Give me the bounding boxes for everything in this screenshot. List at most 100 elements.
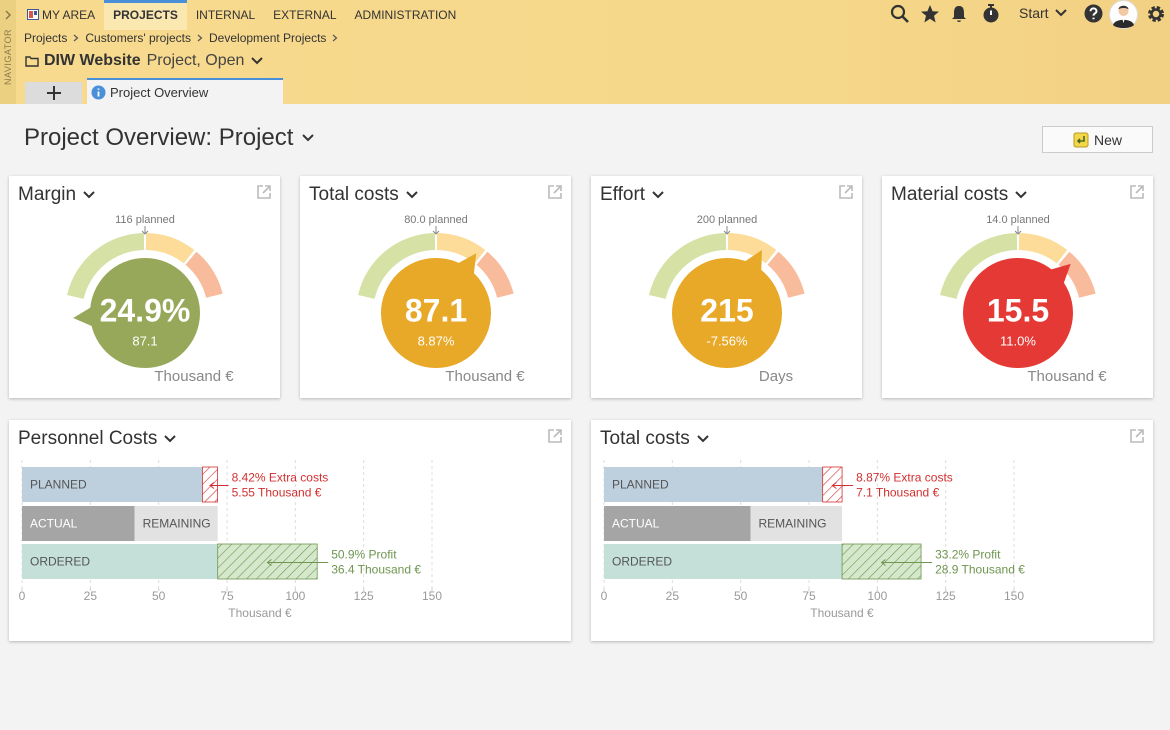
page-title[interactable]: Project Overview: Project (24, 124, 315, 152)
card-title-chevron-path (84, 192, 94, 197)
bar-label: PLANNED (612, 478, 669, 492)
page-title-chevron[interactable] (301, 133, 315, 143)
bar-label: PLANNED (30, 478, 87, 492)
bar-note: 36.4 Thousand € (331, 563, 421, 577)
new-button[interactable]: New (1042, 126, 1153, 153)
gauge-value: 215 (700, 292, 753, 328)
x-tick-label: 125 (354, 589, 374, 603)
breadcrumb[interactable]: Development Projects (209, 31, 326, 45)
card-title-text: Total costs (309, 184, 399, 206)
plus-icon[interactable] (46, 85, 62, 101)
x-tick-label: 100 (867, 589, 887, 603)
gauge-card: 14.0 planned15.511.0%Thousand €Material … (882, 176, 1153, 398)
card-title-chevron-path (653, 192, 663, 197)
open-external-icon[interactable] (547, 428, 563, 444)
new-button-label[interactable]: New (1094, 132, 1122, 148)
card-title[interactable]: Total costs (600, 428, 710, 450)
gauge-value: 87.1 (405, 292, 467, 328)
bar-segment (202, 467, 217, 502)
card-title-chevron[interactable] (163, 434, 177, 444)
card-title[interactable]: Total costs (309, 184, 419, 206)
menu-item[interactable]: INTERNAL (187, 0, 264, 30)
new-icon (1073, 132, 1089, 148)
open-external-icon-path (549, 430, 561, 442)
x-tick-label: 100 (285, 589, 305, 603)
chart-card: 0255075100125150Thousand €PLANNED8.42% E… (9, 420, 571, 641)
favorites-icon[interactable] (920, 4, 940, 24)
open-external-icon[interactable] (1129, 428, 1145, 444)
breadcrumb[interactable]: Projects (24, 31, 67, 45)
open-external-icon[interactable] (547, 184, 563, 200)
x-tick-label: 75 (220, 589, 234, 603)
timer-icon[interactable] (981, 3, 1001, 24)
notifications-icon[interactable] (950, 4, 968, 24)
status-chevron[interactable] (250, 56, 264, 66)
breadcrumb[interactable]: Customers' projects (85, 31, 191, 45)
menu-item-label[interactable]: PROJECTS (113, 8, 178, 22)
breadcrumb-separator (332, 34, 338, 42)
chart-card: 0255075100125150Thousand €PLANNED8.87% E… (591, 420, 1153, 641)
gauge-planned-marker (1015, 226, 1021, 234)
card-title[interactable]: Effort (600, 184, 665, 206)
card-title[interactable]: Personnel Costs (18, 428, 177, 450)
gauge-unit: Thousand € (445, 368, 525, 385)
gauge: 80.0 planned87.18.87%Thousand € (300, 176, 571, 398)
navigator-label: NAVIGATOR (3, 19, 13, 95)
help-icon[interactable] (1084, 4, 1103, 23)
navigator-strip[interactable]: NAVIGATOR (0, 0, 16, 104)
avatar[interactable] (1109, 0, 1138, 29)
breadcrumb-separator-path (333, 35, 337, 41)
bar-note: 5.55 Thousand € (232, 486, 322, 500)
menu-item-label[interactable]: MY AREA (42, 8, 95, 22)
x-tick-label: 150 (422, 589, 442, 603)
card-title[interactable]: Margin (18, 184, 96, 206)
search-icon-lens (892, 6, 904, 18)
card-title-chevron-path (698, 436, 708, 441)
start-menu[interactable]: Start (1019, 5, 1068, 21)
search-icon[interactable] (890, 4, 910, 24)
menu-item[interactable]: MY AREA (18, 0, 104, 30)
start-chevron[interactable] (1054, 8, 1068, 18)
gauge-card: 116 planned24.9%87.1Thousand €Margin (9, 176, 280, 398)
bar-note: 7.1 Thousand € (856, 486, 940, 500)
x-tick-label: 25 (84, 589, 98, 603)
open-external-icon[interactable] (256, 184, 272, 200)
add-tab[interactable] (25, 82, 82, 104)
note-leader (832, 483, 853, 489)
chart-title: Total costs (600, 428, 690, 450)
gauge-value: 15.5 (987, 292, 1049, 328)
open-external-icon[interactable] (1129, 184, 1145, 200)
card-title-text: Material costs (891, 184, 1008, 206)
bar-note: 8.42% Extra costs (232, 471, 329, 485)
project-status[interactable]: Project, Open (147, 52, 245, 70)
start-label[interactable]: Start (1019, 5, 1049, 21)
open-external-icon[interactable] (838, 184, 854, 200)
bar-segment (823, 467, 842, 502)
open-external-icon-path (1131, 186, 1143, 198)
page-title-text: Project Overview: Project (24, 124, 293, 152)
gauge-planned-marker (433, 226, 439, 234)
card-title-chevron[interactable] (82, 190, 96, 200)
my-area-icon-part (29, 11, 33, 18)
menu-item-label[interactable]: INTERNAL (196, 8, 255, 22)
menu-item-label[interactable]: EXTERNAL (273, 8, 336, 22)
card-title-chevron[interactable] (1014, 190, 1028, 200)
settings-icon[interactable] (1146, 4, 1166, 24)
tab-label[interactable]: Project Overview (110, 85, 208, 100)
info-icon (91, 85, 106, 100)
card-title-text: Margin (18, 184, 76, 206)
card-title-chevron-path (407, 192, 417, 197)
card-title-chevron[interactable] (405, 190, 419, 200)
card-title-chevron[interactable] (651, 190, 665, 200)
menu-item[interactable]: EXTERNAL (264, 0, 345, 30)
card-title[interactable]: Material costs (891, 184, 1028, 206)
menu-item[interactable]: PROJECTS (104, 0, 187, 30)
card-title-chevron[interactable] (696, 434, 710, 444)
bar-note: 50.9% Profit (331, 548, 397, 562)
search-icon-handle (903, 17, 909, 23)
menu-item[interactable]: ADMINISTRATION (346, 0, 466, 30)
tab[interactable]: Project Overview (87, 78, 283, 104)
menu-item-label[interactable]: ADMINISTRATION (355, 8, 457, 22)
x-tick-label: 150 (1004, 589, 1024, 603)
my-area-icon-part (34, 11, 37, 15)
